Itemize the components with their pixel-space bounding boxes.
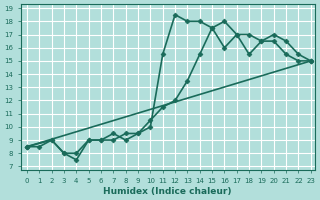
X-axis label: Humidex (Indice chaleur): Humidex (Indice chaleur) <box>103 187 232 196</box>
